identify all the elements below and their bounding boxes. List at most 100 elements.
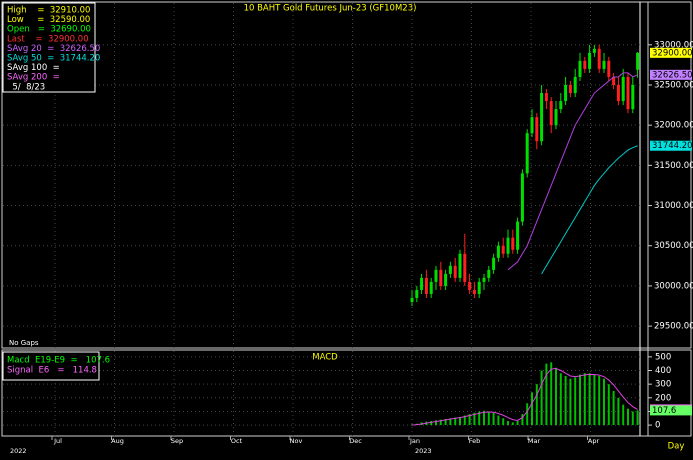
candle-body	[578, 60, 582, 77]
macd-bar	[622, 404, 625, 426]
candle-body	[410, 297, 414, 302]
macd-bar	[540, 370, 543, 426]
macd-bar	[439, 419, 442, 426]
candle-body	[468, 281, 472, 290]
x-tick-label: Sep	[171, 437, 183, 445]
macd-bar	[497, 415, 500, 426]
macd-bar	[483, 410, 485, 426]
candle-body	[453, 265, 457, 278]
legend-entry: SAvg 50 = 31744.20	[7, 54, 100, 64]
price-tag	[650, 47, 692, 58]
candle-body	[496, 245, 500, 258]
macd-bar	[454, 417, 457, 426]
macd-bar	[535, 384, 538, 426]
candle-body	[482, 277, 486, 282]
candle-body	[535, 117, 539, 142]
price-tag	[650, 69, 692, 80]
x-tick-label: Mar	[528, 437, 541, 445]
macd-bar	[636, 410, 639, 426]
y-tick-label: 32500.00	[654, 80, 693, 90]
macd-bar	[569, 378, 572, 426]
macd-bar	[559, 373, 562, 426]
legend-entry: Macd E19-E9 = 107.6	[7, 356, 110, 366]
x-axis-label: Day	[668, 442, 685, 452]
y-tick-label: 31000.00	[654, 201, 693, 211]
x-tick-label: Nov	[290, 437, 303, 445]
macd-bar	[526, 403, 529, 426]
macd-bar	[555, 367, 557, 426]
y-tick-label: 32000.00	[654, 121, 693, 131]
candle-body	[583, 60, 587, 69]
candle-body	[564, 84, 568, 102]
macd-bar	[598, 375, 601, 426]
candle-body	[602, 60, 606, 69]
candle-body	[616, 84, 620, 102]
legend-entry: Open = 32690.00	[7, 25, 91, 35]
legend-entry: Low = 32590.00	[7, 15, 90, 25]
macd-bar	[502, 418, 505, 426]
candle-body	[626, 76, 630, 110]
candle-body	[554, 109, 558, 126]
price-tag-label: 32626.50	[652, 70, 693, 80]
macd-bar	[588, 373, 591, 426]
candle-body	[597, 48, 601, 69]
y-tick-label: 0	[655, 421, 660, 431]
price-tag-label: 31744.20	[652, 141, 693, 151]
candle-body	[592, 48, 596, 53]
candle-body	[516, 221, 520, 250]
candle-body	[444, 273, 448, 286]
y-tick-label: 300	[655, 380, 671, 390]
candle-body	[477, 281, 481, 294]
candle-body	[434, 269, 438, 282]
candle-body	[588, 52, 592, 69]
macd-bar	[473, 412, 476, 426]
year-label: 2023	[415, 447, 432, 455]
macd-bar	[511, 422, 514, 426]
y-tick-label: 200	[655, 393, 671, 403]
macd-bar	[459, 416, 461, 426]
candle-body	[544, 93, 548, 102]
y-tick-label: 33000.00	[654, 40, 693, 50]
candle-body	[506, 237, 510, 254]
legend-entry: SAvg 100 =	[7, 63, 60, 73]
macd-bar	[468, 414, 471, 426]
macd-bar	[430, 420, 433, 426]
candle-body	[621, 76, 625, 102]
macd-bar	[574, 377, 577, 426]
candle-body	[559, 101, 563, 110]
y-tick-label: 400	[655, 366, 671, 376]
macd-bar	[612, 390, 615, 426]
legend-entry: Last = 32900.00	[7, 34, 89, 44]
macd-bar	[521, 414, 524, 426]
macd-bar	[545, 363, 548, 426]
moving-average	[507, 72, 638, 271]
candle-body	[612, 76, 616, 85]
y-tick-label: 31500.00	[654, 161, 693, 171]
macd-bar	[583, 373, 586, 426]
candle-body	[439, 269, 443, 286]
macd-bar	[478, 411, 481, 426]
candle-body	[607, 60, 611, 77]
candle-body	[420, 277, 424, 290]
candle-body	[458, 253, 462, 278]
candle-body	[501, 245, 505, 254]
candle-body	[487, 269, 491, 278]
macd-bar	[579, 374, 581, 426]
y-tick-label: 30500.00	[654, 241, 693, 251]
macd-title: MACD	[312, 353, 338, 363]
macd-bar	[507, 420, 509, 426]
x-tick-label: Aug	[111, 437, 124, 445]
y-tick-label: 500	[655, 352, 671, 362]
candle-body	[424, 277, 428, 294]
candle-body	[415, 289, 419, 298]
candle-body	[540, 93, 544, 142]
macd-bar	[627, 408, 629, 426]
signal-line	[411, 367, 638, 426]
legend-entry: 5/ 8/23	[7, 82, 45, 92]
candle-body	[530, 117, 534, 134]
candle-body	[463, 253, 467, 282]
candle-body	[573, 76, 577, 94]
macd-bar	[593, 374, 596, 426]
